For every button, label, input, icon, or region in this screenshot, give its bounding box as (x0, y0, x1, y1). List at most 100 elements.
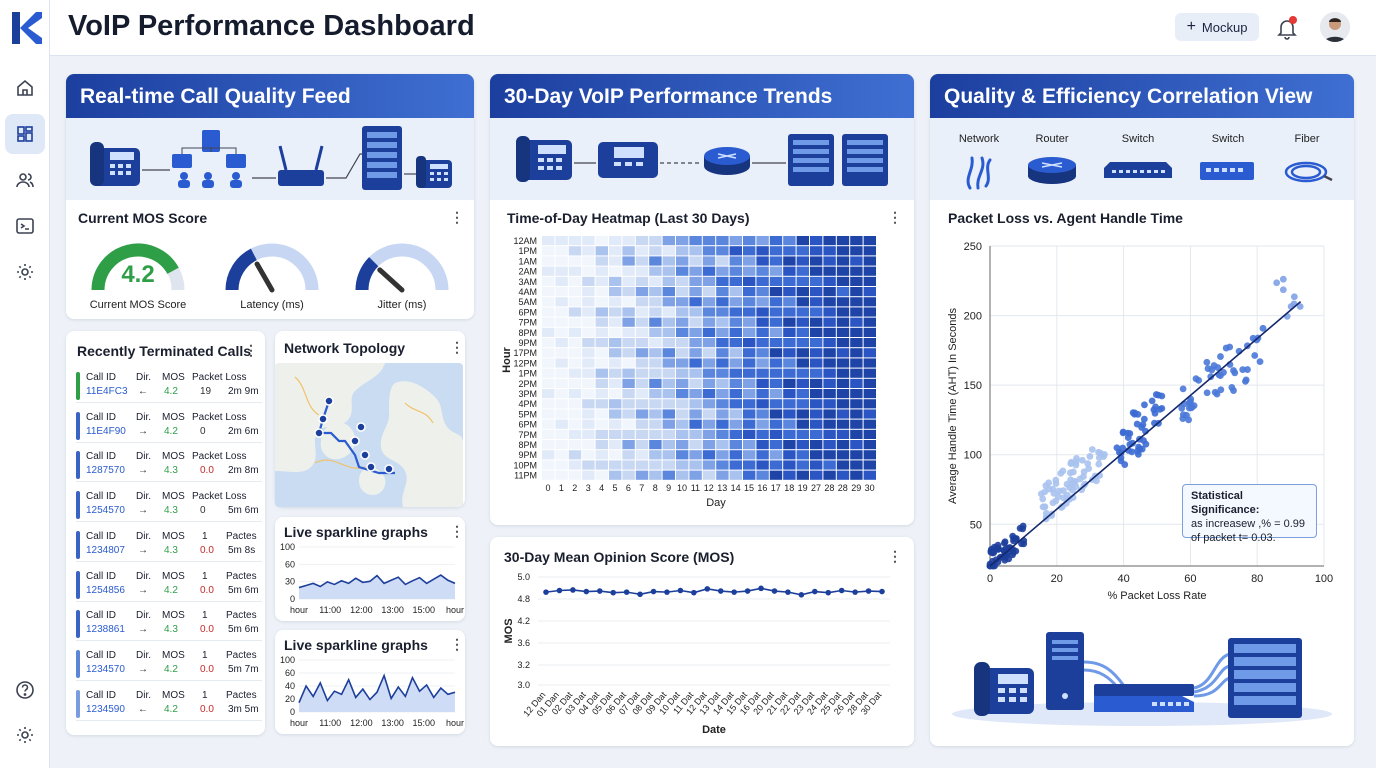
heatmap-cell (796, 287, 809, 297)
mockup-button[interactable]: + Mockup (1175, 13, 1259, 41)
call-row[interactable]: Call ID Dir. MOS 1 Pactes 1234590 ← 4.2 0.0 3m 5m (76, 687, 262, 721)
heatmap-cell (729, 246, 742, 256)
call-row[interactable]: Call ID Dir. MOS 1 Pactes 1238861 → 4.3 0.0 5m 6m (76, 607, 262, 642)
call-row[interactable]: Call ID Dir. MOS 1 Pactes 1234570 → 4.2 0.0 5m 7m (76, 647, 262, 681)
heatmap-col-label: 9 (666, 483, 671, 493)
heatmap-cell (863, 338, 876, 348)
heatmap-cell (662, 327, 675, 337)
heatmap-title: Time-of-Day Heatmap (Last 30 Days) (507, 210, 750, 226)
nav-dashboard[interactable] (5, 114, 45, 154)
more-options-icon[interactable]: ⋮ (244, 342, 258, 358)
heatmap-cell (635, 470, 649, 480)
heatmap-row-label: 9PM (518, 450, 537, 460)
more-options-icon[interactable]: ⋮ (888, 548, 902, 564)
heatmap-cell (568, 409, 582, 419)
heatmap-cell (769, 246, 783, 256)
network-switch-icon (1094, 684, 1194, 712)
scatter-point (1134, 450, 1142, 458)
more-options-icon[interactable]: ⋮ (450, 636, 464, 652)
user-avatar[interactable] (1320, 12, 1350, 42)
plus-icon: + (1186, 18, 1196, 35)
mos-point (812, 588, 818, 595)
heatmap-row-label: 3PM (518, 389, 537, 399)
call-row[interactable]: Call ID Dir. MOS Packet Loss 11E4FC3 ← 4.2 19 2m… (76, 369, 262, 403)
heatmap-cell (850, 246, 863, 256)
heatmap-cell (796, 399, 809, 409)
call-status-bar (76, 372, 80, 400)
heatmap-cell (823, 338, 836, 348)
heatmap-cell (796, 378, 809, 388)
call-cell: MOS (162, 610, 185, 622)
heatmap-cell (769, 297, 783, 307)
notification-bell-icon[interactable] (1276, 16, 1298, 40)
more-options-icon[interactable]: ⋮ (888, 209, 902, 225)
heatmap-cell (702, 470, 716, 480)
heatmap-cell (783, 368, 796, 378)
heatmap-cell (756, 276, 769, 286)
heatmap-cell (823, 256, 836, 266)
scatter-point (994, 541, 1002, 549)
nav-settings-bottom[interactable] (5, 715, 45, 755)
heatmap-cell (743, 246, 756, 256)
heatmap-cell (689, 297, 702, 307)
heatmap-cell (542, 246, 555, 256)
call-cell: Call ID (86, 491, 117, 503)
heatmap-cell (689, 409, 702, 419)
call-row[interactable]: Call ID Dir. MOS 1 Pactes 1234807 → 4.3 0.0 5m 8s (76, 528, 262, 562)
heatmap-cell (850, 470, 863, 480)
heatmap-cell (850, 317, 863, 327)
topology-map[interactable] (275, 363, 463, 507)
sparkline-x-tick: hour (446, 718, 464, 728)
nav-help[interactable] (5, 670, 45, 710)
heatmap-col-label: 1 (559, 483, 564, 493)
sparkline-y-tick: 30 (285, 577, 295, 587)
heatmap-cell (729, 348, 742, 358)
scatter-point (1018, 540, 1025, 548)
heatmap-cell (555, 470, 568, 480)
sparkline-x-tick: 11:00 (319, 605, 341, 615)
nav-settings[interactable] (5, 252, 45, 292)
heatmap-cell (568, 287, 582, 297)
nav-users[interactable] (5, 160, 45, 200)
more-options-icon[interactable]: ⋮ (450, 209, 464, 225)
more-options-icon[interactable]: ⋮ (450, 339, 464, 355)
heatmap-cell (662, 368, 675, 378)
mos-point (556, 587, 563, 594)
heatmap-cell (810, 368, 823, 378)
scatter-point (1158, 404, 1166, 412)
scatter-point (1256, 358, 1264, 366)
heatmap-cell (796, 327, 809, 337)
call-cell: MOS (162, 649, 185, 661)
heatmap-cell (662, 246, 675, 256)
call-row[interactable]: Call ID Dir. MOS Packet Loss 1287570 → 4.3 0.0 2… (76, 448, 262, 483)
heatmap-cell (863, 440, 876, 450)
more-options-icon[interactable]: ⋮ (450, 523, 464, 539)
heatmap-cell (783, 236, 796, 246)
heatmap-cell (582, 297, 595, 307)
device-label: Network (959, 133, 1000, 145)
heatmap-cell (555, 246, 568, 256)
heatmap-cell (555, 378, 568, 388)
scatter-point (1039, 495, 1047, 503)
heatmap-cell (863, 378, 876, 388)
heatmap-cell (609, 450, 622, 460)
call-row[interactable]: Call ID Dir. MOS Packet Loss 11E4F90 → 4.2 0 2m … (76, 409, 262, 443)
mos-card-title: Current MOS Score (78, 210, 208, 226)
call-cell: 5m 6m (228, 584, 259, 596)
heatmap-row-label: 6PM (518, 307, 537, 317)
app-logo[interactable] (10, 10, 42, 46)
scatter-point (1136, 445, 1144, 453)
call-row[interactable]: Call ID Dir. MOS 1 Pactes 1254856 → 4.2 0.0 5m 6m (76, 568, 262, 602)
heatmap-cell (676, 297, 689, 307)
mos-point (664, 589, 670, 595)
nav-terminal[interactable] (5, 206, 45, 246)
sparkline-x-tick: 12:00 (350, 605, 373, 615)
call-cell: 1254856 (86, 584, 125, 596)
heatmap-cell (555, 297, 568, 307)
heatmap-cell (676, 389, 689, 399)
call-row[interactable]: Call ID Dir. MOS Packet Loss 1254570 → 4.3 0 5m … (76, 488, 262, 523)
heatmap-cell (622, 317, 635, 327)
heatmap-cell (622, 389, 635, 399)
nav-home[interactable] (5, 68, 45, 108)
call-cell: 11E4FC3 (86, 386, 128, 397)
